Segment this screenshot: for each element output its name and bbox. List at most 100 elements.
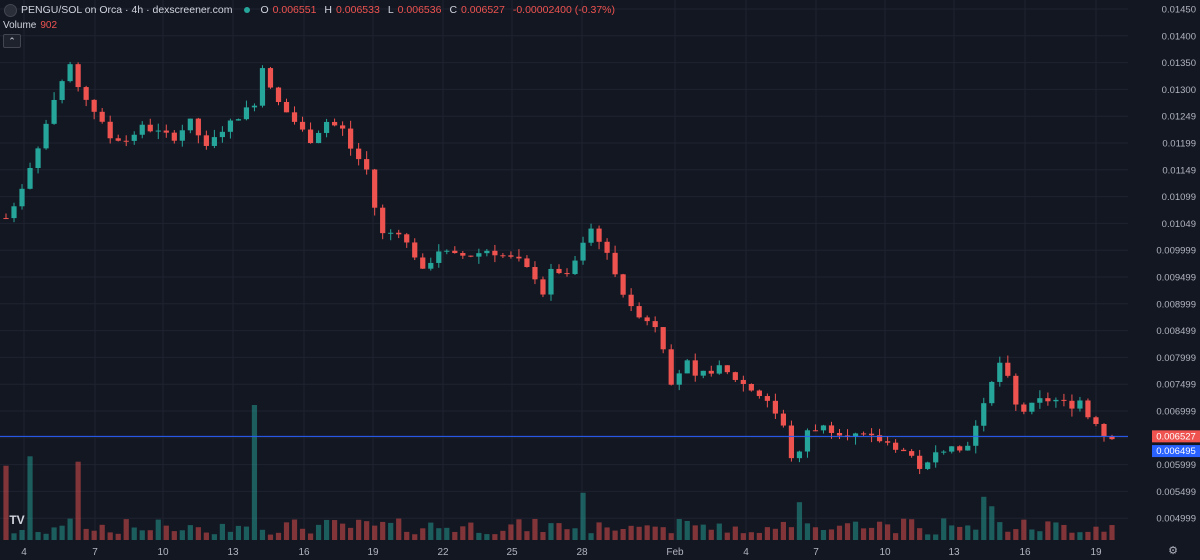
- volume-bar: [556, 523, 562, 540]
- settings-gear-icon[interactable]: ⚙: [1168, 545, 1178, 557]
- candle: [307, 122, 314, 144]
- pair-title: PENGU/SOL on Orca · 4h · dexscreener.com: [21, 4, 233, 16]
- candle: [59, 79, 65, 104]
- volume-bar: [1045, 521, 1051, 540]
- candle: [27, 162, 33, 190]
- candle: [836, 428, 843, 440]
- volume-bar: [67, 518, 73, 540]
- volume-bar: [668, 533, 674, 540]
- ohlc-low-value: 0.006536: [397, 4, 442, 16]
- candle: [580, 236, 586, 265]
- x-tick-label: 25: [506, 547, 518, 558]
- volume-bar: [756, 532, 762, 540]
- volume-bar: [636, 526, 642, 540]
- volume-bar: [243, 526, 250, 540]
- candle: [516, 249, 522, 262]
- volume-bar: [420, 528, 426, 540]
- volume-bar: [323, 519, 330, 540]
- volume-bar: [404, 531, 410, 540]
- candle: [700, 370, 706, 379]
- candle: [572, 255, 578, 276]
- volume-bar: [764, 527, 770, 540]
- x-tick-label: 13: [227, 547, 239, 558]
- y-tick-label: 0.01049: [1162, 219, 1196, 230]
- volume-bar: [540, 532, 546, 540]
- y-tick-label: 0.007999: [1156, 353, 1196, 364]
- candle: [756, 389, 762, 399]
- candle: [187, 118, 193, 134]
- candle: [275, 86, 282, 106]
- candle: [997, 356, 1003, 387]
- volume-bar: [724, 532, 730, 540]
- candle: [604, 238, 610, 260]
- volume-bar: [788, 527, 795, 540]
- volume-bar: [973, 529, 979, 540]
- candle: [965, 441, 971, 451]
- volume-bar: [692, 525, 698, 540]
- volume-bar: [941, 518, 947, 540]
- ohlc-change: -0.00002400 (-0.37%): [512, 4, 615, 16]
- volume-bar: [99, 524, 105, 540]
- x-tick-label: 4: [21, 547, 27, 558]
- candle: [820, 424, 827, 434]
- candle: [548, 263, 554, 301]
- volume-bar: [708, 529, 714, 540]
- candle: [732, 371, 738, 383]
- volume-bar: [364, 521, 370, 540]
- volume-bar: [909, 519, 915, 540]
- x-tick-label: 7: [813, 547, 819, 558]
- y-tick-label: 0.01350: [1162, 58, 1196, 69]
- candle: [941, 450, 947, 455]
- candle: [203, 130, 209, 150]
- volume-bar: [676, 519, 682, 540]
- candle: [716, 360, 722, 375]
- volume-bar: [115, 533, 121, 540]
- volume-bar: [1109, 525, 1115, 540]
- volume-bar: [267, 534, 274, 540]
- candle: [259, 65, 266, 108]
- candle: [67, 61, 73, 83]
- token-logo-icon: [4, 3, 17, 17]
- candle: [243, 100, 250, 121]
- candle: [315, 130, 322, 144]
- volume-bar: [732, 526, 738, 540]
- ohlc-open-value: 0.006551: [272, 4, 317, 16]
- candle: [476, 248, 482, 264]
- volume-legend: Volume 902: [3, 20, 57, 31]
- candle: [596, 225, 602, 250]
- candle: [1077, 396, 1083, 412]
- collapse-legend-button[interactable]: ⌃: [3, 34, 21, 48]
- volume-bar: [933, 534, 939, 540]
- y-tick-label: 0.01099: [1162, 192, 1196, 203]
- candle: [724, 365, 730, 375]
- ohlc-high-value: 0.006533: [336, 4, 380, 16]
- volume-bar: [796, 502, 803, 540]
- candle: [804, 428, 811, 458]
- candle: [107, 115, 113, 144]
- volume-bar: [772, 528, 778, 540]
- volume-bar: [468, 522, 474, 540]
- candle: [957, 445, 963, 453]
- x-tick-label: 22: [437, 547, 449, 558]
- volume-label: Volume: [3, 20, 37, 31]
- candle: [708, 365, 714, 377]
- x-tick-label: 13: [948, 547, 960, 558]
- volume-bar: [356, 519, 362, 540]
- candle: [380, 204, 386, 240]
- volume-bar: [957, 526, 963, 540]
- x-tick-label: 16: [298, 547, 310, 558]
- volume-bar: [460, 526, 466, 540]
- volume-bar: [1029, 529, 1035, 540]
- candle: [612, 245, 618, 278]
- volume-bar: [524, 531, 530, 540]
- volume-bar: [484, 534, 490, 540]
- volume-bar: [444, 527, 450, 540]
- candle: [211, 129, 217, 149]
- candle: [155, 123, 161, 140]
- tradingview-logo[interactable]: TV: [9, 513, 25, 527]
- candle: [909, 449, 915, 458]
- candle: [460, 251, 466, 259]
- y-tick-label: 0.007499: [1156, 380, 1196, 391]
